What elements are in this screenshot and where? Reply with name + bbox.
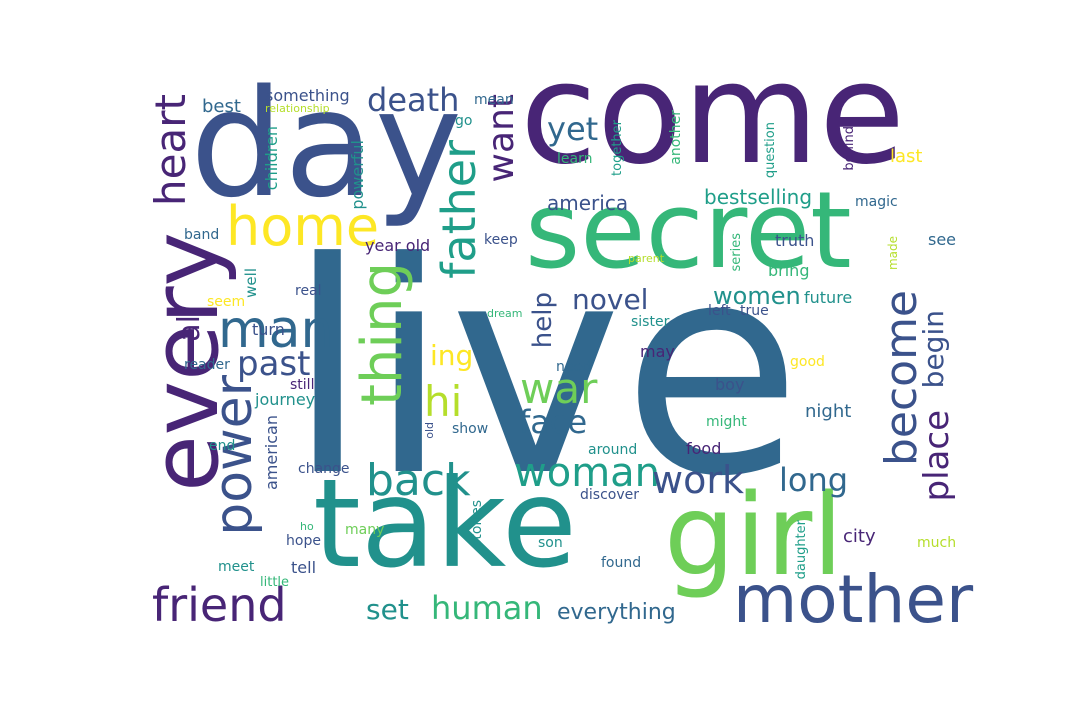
word-series: series xyxy=(729,233,744,272)
word-boy: boy xyxy=(715,375,745,394)
word-old: old xyxy=(423,422,436,439)
word-place: place xyxy=(917,410,957,502)
word-thing: thing xyxy=(350,262,415,407)
word-change: change xyxy=(298,461,350,477)
word-may: may xyxy=(640,342,675,361)
word-novel: novel xyxy=(572,283,649,316)
word-help: help xyxy=(528,292,558,349)
word-question: question xyxy=(763,122,778,179)
word-last: last xyxy=(890,146,923,167)
word-parent: parent xyxy=(628,252,665,265)
word-go: go xyxy=(455,113,473,129)
word-best: best xyxy=(202,96,241,117)
word-food: food xyxy=(686,439,722,458)
word-real: real xyxy=(295,283,322,299)
word-home: home xyxy=(226,195,380,258)
word-day: day xyxy=(190,58,463,230)
word-something: something xyxy=(265,86,350,105)
word-bring: bring xyxy=(768,261,810,280)
word-reader: reader xyxy=(184,357,230,373)
word-another: another xyxy=(668,110,684,165)
word-back: back xyxy=(366,455,471,506)
word-many: many xyxy=(345,522,385,538)
word-take: take xyxy=(313,453,577,595)
word-ing: ing xyxy=(430,339,474,372)
word-yet: yet xyxy=(547,110,599,148)
word-see: see xyxy=(928,230,957,249)
word-woman: woman xyxy=(514,450,661,496)
word-made: made xyxy=(886,236,900,271)
word-tell: tell xyxy=(291,558,317,577)
word-future: future xyxy=(804,288,853,307)
word-daughter: daughter xyxy=(794,520,809,580)
word-america: america xyxy=(547,191,629,215)
word-relationship: relationship xyxy=(265,102,330,115)
word-man: man xyxy=(218,300,334,360)
word-power: power xyxy=(204,375,264,536)
word-band: band xyxy=(184,227,220,243)
word-secret: secret xyxy=(525,169,852,292)
word-good: good xyxy=(790,354,825,370)
word-keep: keep xyxy=(484,232,518,248)
word-long: long xyxy=(779,461,849,499)
word-hope: hope xyxy=(286,533,321,549)
word-work: work xyxy=(652,458,744,502)
word-mean: mean xyxy=(474,92,514,108)
word-live: live xyxy=(287,200,802,540)
word-human: human xyxy=(431,589,543,627)
word-truth: truth xyxy=(775,231,815,250)
word-hi: hi xyxy=(424,377,463,426)
word-friend: friend xyxy=(152,578,287,632)
word-learn: learn xyxy=(557,151,593,167)
word-around: around xyxy=(588,442,638,458)
word-much: much xyxy=(917,535,957,551)
word-powerful: powerful xyxy=(348,140,367,210)
word-come: come xyxy=(520,33,906,196)
word-set: set xyxy=(366,593,409,626)
word-face: face xyxy=(519,403,588,441)
word-true: true xyxy=(740,303,769,319)
word-little: little xyxy=(260,575,290,590)
word-night: night xyxy=(805,401,852,422)
word-left: left xyxy=(708,303,731,319)
word-need: need xyxy=(556,359,591,375)
word-past: past xyxy=(237,344,311,384)
word-turn: turn xyxy=(252,320,285,339)
word-death: death xyxy=(367,81,460,119)
word-war: war xyxy=(520,364,598,413)
word-behind: behind xyxy=(842,126,857,171)
word-dream: dream xyxy=(487,307,523,320)
word-father: father xyxy=(432,140,486,279)
word-city: city xyxy=(843,526,876,547)
word-ho: ho xyxy=(300,520,314,533)
word-year-old: year old xyxy=(365,236,431,255)
word-bestselling: bestselling xyxy=(704,185,813,209)
word-found: found xyxy=(601,555,642,571)
word-son: son xyxy=(538,535,563,551)
word-children: children xyxy=(262,126,281,191)
word-together: together xyxy=(610,120,625,176)
word-well: well xyxy=(242,268,260,298)
word-magic: magic xyxy=(855,194,898,210)
word-everything: everything xyxy=(557,600,676,625)
word-end: end xyxy=(209,438,236,454)
word-mother: mother xyxy=(733,561,974,638)
word-begin: begin xyxy=(917,310,950,389)
word-journey: journey xyxy=(255,390,316,409)
word-meet: meet xyxy=(218,559,255,575)
word-girl: girl xyxy=(664,471,844,601)
word-sister: sister xyxy=(631,314,670,330)
word-women: women xyxy=(713,282,801,310)
word-american: american xyxy=(262,415,281,490)
word-heart: heart xyxy=(146,94,195,206)
word-seem: seem xyxy=(207,294,246,310)
word-might: might xyxy=(706,414,747,430)
word-still: still xyxy=(290,377,315,393)
word-stories: stories xyxy=(469,500,485,547)
word-show: show xyxy=(452,421,489,437)
word-al: al xyxy=(172,315,207,342)
word-discover: discover xyxy=(580,487,639,503)
